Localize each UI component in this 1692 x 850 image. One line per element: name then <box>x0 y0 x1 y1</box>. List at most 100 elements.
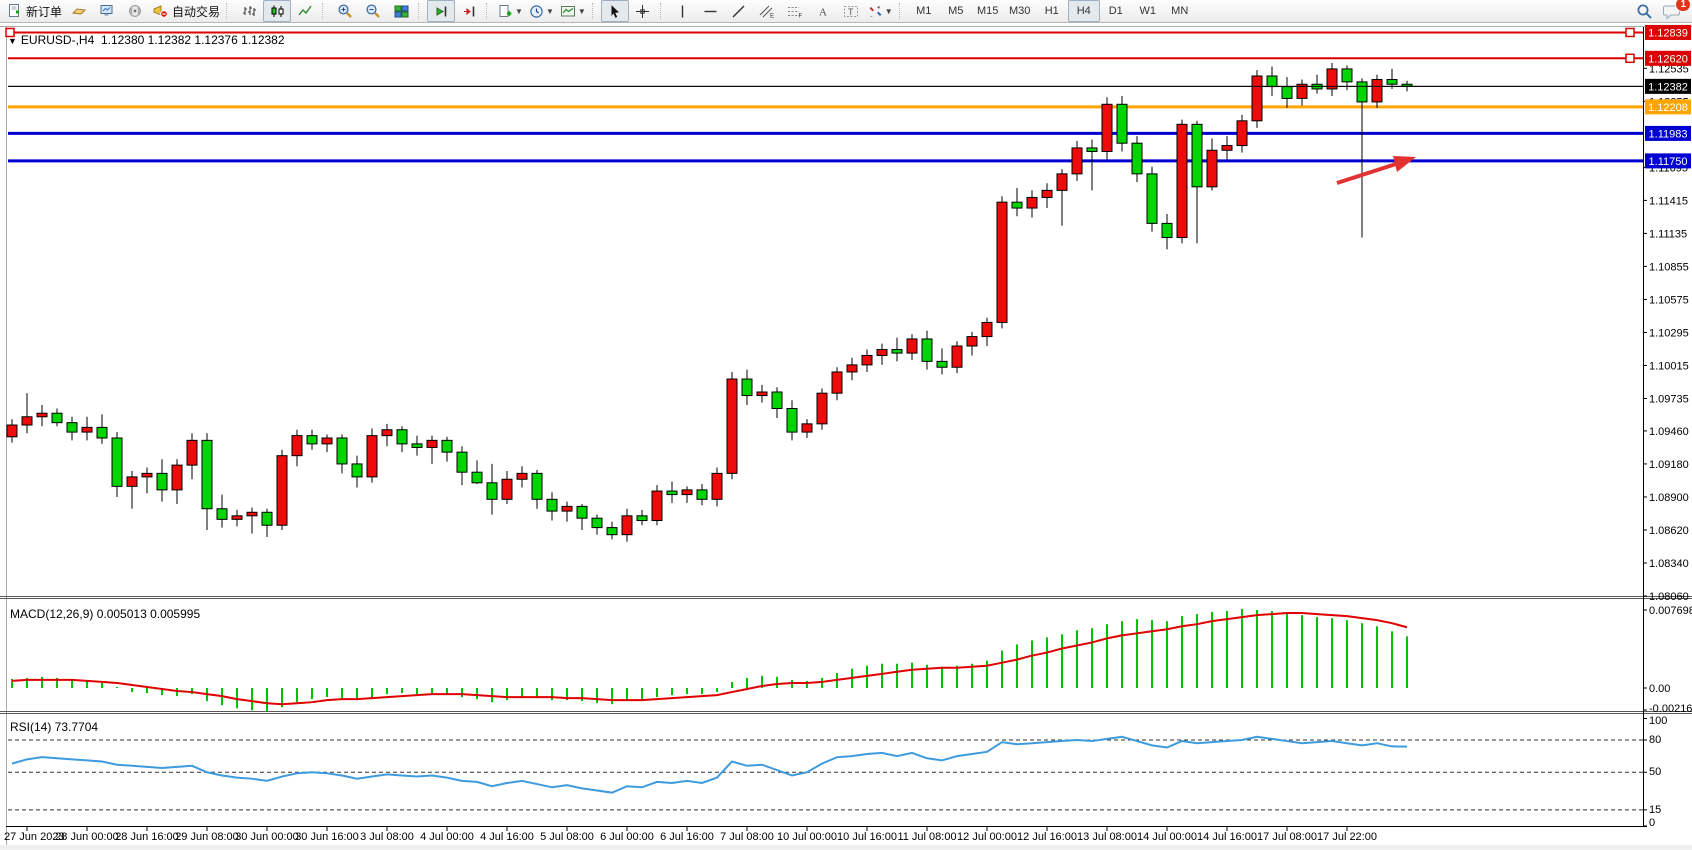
candle <box>471 471 483 484</box>
symbol-title: EURUSD-,H4 <box>20 33 95 47</box>
candle <box>1326 68 1338 90</box>
strategy-tester-button[interactable] <box>93 0 121 22</box>
toolbar: 新订单 自动交易 <box>0 0 1692 23</box>
price-badge-label: 1.12382 <box>1648 81 1688 93</box>
new-order-button[interactable]: 新订单 <box>4 0 65 22</box>
price-tick-label: 1.11415 <box>1649 195 1688 207</box>
candle <box>951 345 963 368</box>
candle <box>636 515 648 522</box>
rsi-title: RSI(14) 73.7704 <box>10 720 99 734</box>
trend-arrow-head[interactable] <box>1393 156 1416 172</box>
timeframe-w1-button[interactable]: W1 <box>1139 5 1156 17</box>
text-label-button[interactable]: T <box>837 0 865 22</box>
price-tick-label: 1.10015 <box>1649 360 1689 372</box>
signals-button[interactable] <box>121 0 149 22</box>
candlestick-chart-button[interactable] <box>263 0 292 22</box>
chevron-down-icon: ▼ <box>545 6 554 16</box>
candle <box>1056 173 1068 191</box>
timeframe-mn-button[interactable]: MN <box>1171 5 1189 17</box>
cursor-button[interactable] <box>600 0 629 22</box>
time-label: 17 Jul 22:00 <box>1317 831 1377 843</box>
hline-marker[interactable] <box>1625 27 1635 38</box>
bar-chart-button[interactable] <box>235 0 263 22</box>
timeframe-m30-button[interactable]: M30 <box>1009 5 1031 17</box>
market-watch-button[interactable] <box>65 0 93 22</box>
time-label: 4 Jul 16:00 <box>480 831 534 843</box>
candle <box>1146 173 1158 224</box>
candle <box>1341 68 1353 83</box>
candle <box>1281 86 1293 99</box>
templates-button[interactable]: ▼ <box>557 0 589 22</box>
hline-marker[interactable] <box>5 27 15 38</box>
timeframe-d1-button[interactable]: D1 <box>1108 5 1123 17</box>
candle <box>816 392 828 425</box>
candle <box>1206 149 1218 188</box>
candle <box>906 338 918 354</box>
monitor-icon <box>99 3 115 19</box>
candle <box>1356 81 1368 103</box>
candle <box>1176 123 1188 239</box>
zoom-out-button[interactable] <box>359 0 387 22</box>
crosshair-icon <box>635 4 650 19</box>
timeframe-h1-button[interactable]: H1 <box>1044 5 1059 17</box>
search-icon <box>1636 3 1653 20</box>
candle <box>111 437 123 487</box>
candle <box>981 321 993 338</box>
time-label: 27 Jun 2023 <box>4 831 65 843</box>
zoom-in-button[interactable] <box>331 0 359 22</box>
hline-marker[interactable] <box>1625 53 1635 64</box>
rsi-tick-label: 100 <box>1649 715 1667 727</box>
price-tick-label: 1.10855 <box>1649 261 1689 273</box>
timeframe-m1-button[interactable]: M1 <box>916 5 932 17</box>
ohlc-toggle-icon: ▼ <box>8 36 17 46</box>
rsi-tick-label: 50 <box>1649 766 1661 778</box>
chart-canvas[interactable]: 1.125351.122551.116951.114151.111351.108… <box>0 24 1692 850</box>
candle <box>996 201 1008 323</box>
equidistant-channel-button[interactable]: E <box>753 0 781 22</box>
trendline-button[interactable] <box>725 0 753 22</box>
candle <box>96 426 108 439</box>
price-tick-label: 1.09460 <box>1649 426 1689 438</box>
fibonacci-button[interactable]: F <box>781 0 809 22</box>
search-button[interactable] <box>1630 0 1658 22</box>
text-button[interactable]: A <box>809 0 837 22</box>
crosshair-button[interactable] <box>629 0 657 22</box>
horizontal-line-button[interactable] <box>697 0 725 22</box>
price-tick-label: 1.10575 <box>1649 294 1689 306</box>
timeframe-m15-button[interactable]: M15 <box>977 5 999 17</box>
time-label: 6 Jul 16:00 <box>660 831 714 843</box>
tile-windows-button[interactable] <box>387 0 415 22</box>
candle <box>351 463 363 478</box>
candle <box>801 423 813 433</box>
candle <box>1236 120 1248 147</box>
symbol-header[interactable]: ▼ EURUSD-,H4 1.12380 1.12382 1.12376 1.12… <box>8 33 285 47</box>
time-label: 10 Jul 16:00 <box>837 831 897 843</box>
signal-icon <box>127 3 143 19</box>
periods-button[interactable]: ▼ <box>526 0 557 22</box>
timeframe-h4-button[interactable]: H4 <box>1067 0 1100 22</box>
line-chart-button[interactable] <box>291 0 319 22</box>
candle <box>441 439 453 453</box>
zoom-in-icon <box>337 3 353 19</box>
candle <box>741 378 753 397</box>
candle <box>921 338 933 362</box>
candle <box>516 472 528 480</box>
macd-tick-label: 0.00 <box>1649 683 1670 695</box>
chart-shift-button[interactable] <box>455 0 483 22</box>
time-label: 6 Jul 00:00 <box>600 831 654 843</box>
timeframe-group: M1 M5 M15 M30 H1 H4 D1 W1 MN <box>908 0 1196 22</box>
time-label: 14 Jul 16:00 <box>1197 831 1257 843</box>
candle <box>291 435 303 457</box>
chat-button[interactable]: 1 <box>1658 0 1691 22</box>
chevron-down-icon: ▼ <box>884 6 893 16</box>
arrows-button[interactable]: ▼ <box>865 0 896 22</box>
auto-scroll-button[interactable] <box>427 0 456 22</box>
trend-arrow-shaft[interactable] <box>1336 162 1397 185</box>
price-badge <box>1645 99 1691 115</box>
timeframe-m5-button[interactable]: M5 <box>948 5 964 17</box>
vertical-line-button[interactable] <box>669 0 697 22</box>
indicators-button[interactable]: ▼ <box>495 0 526 22</box>
candle <box>381 429 393 437</box>
autotrading-button[interactable]: 自动交易 <box>149 0 223 22</box>
quote-high: 1.12382 <box>147 33 192 47</box>
